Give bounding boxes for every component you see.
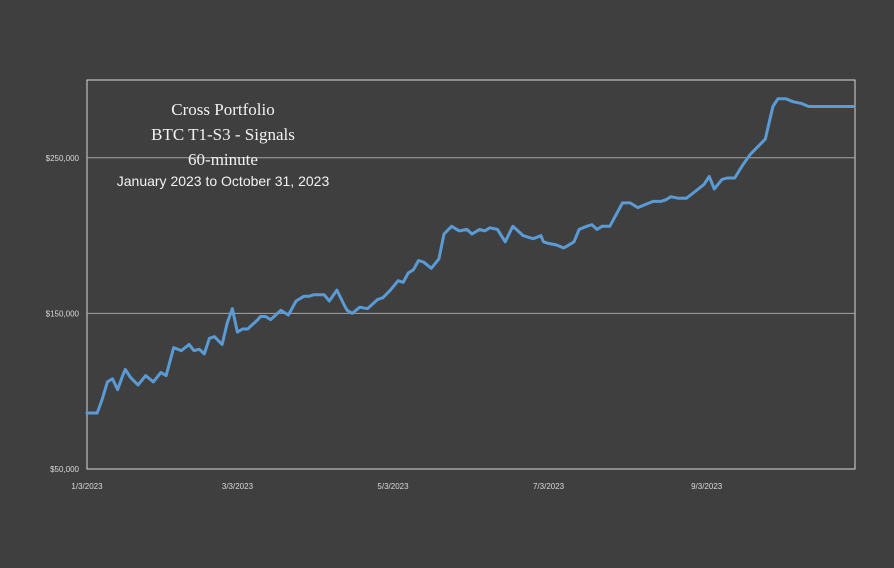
x-tick-label: 5/3/2023 (377, 482, 409, 491)
y-tick-label: $250,000 (46, 154, 80, 163)
x-tick-label: 7/3/2023 (533, 482, 565, 491)
y-tick-label: $150,000 (46, 309, 80, 318)
chart-title: Cross Portfolio BTC T1-S3 - Signals 60-m… (117, 100, 330, 189)
title-line-2: BTC T1-S3 - Signals (151, 125, 295, 144)
equity-curve-line (85, 97, 856, 415)
x-tick-label: 3/3/2023 (222, 482, 254, 491)
chart-subtitle: January 2023 to October 31, 2023 (117, 173, 330, 189)
plot-area (86, 79, 856, 470)
y-tick-label: $50,000 (50, 465, 79, 474)
title-line-3: 60-minute (188, 150, 258, 169)
x-tick-label: 1/3/2023 (71, 482, 103, 491)
title-line-1: Cross Portfolio (171, 100, 274, 119)
x-tick-label: 9/3/2023 (691, 482, 723, 491)
